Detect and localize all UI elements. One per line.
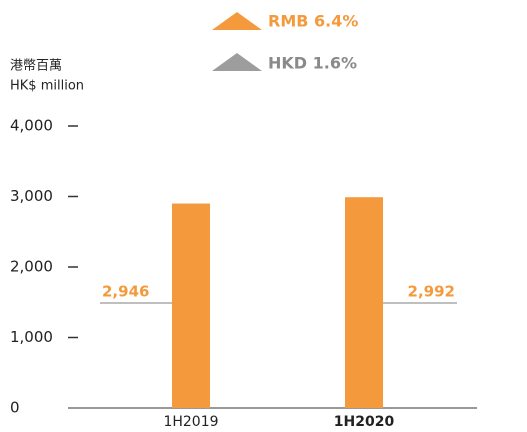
annotation: 2,992 [408, 283, 455, 301]
bar [345, 197, 383, 408]
y-tick-label: 3,000 [10, 187, 53, 205]
y-tick-label: 2,000 [10, 258, 53, 276]
x-tick-label: 1H2019 [163, 414, 218, 430]
legend-label: HKD 1.6% [268, 54, 357, 73]
y-tick-label: 1,000 [10, 328, 53, 346]
y-tick-label: 0 [10, 399, 20, 417]
bar [172, 203, 210, 408]
y-axis-label: 港幣百萬 [10, 59, 62, 74]
y-tick-label: 4,000 [10, 117, 53, 135]
legend-triangle [212, 12, 262, 30]
legend-label: RMB 6.4% [268, 12, 358, 31]
annotation: 2,946 [102, 283, 149, 301]
x-tick-label: 1H2020 [334, 414, 395, 430]
legend-triangle [212, 53, 262, 71]
y-axis-label: HK$ million [10, 79, 84, 94]
